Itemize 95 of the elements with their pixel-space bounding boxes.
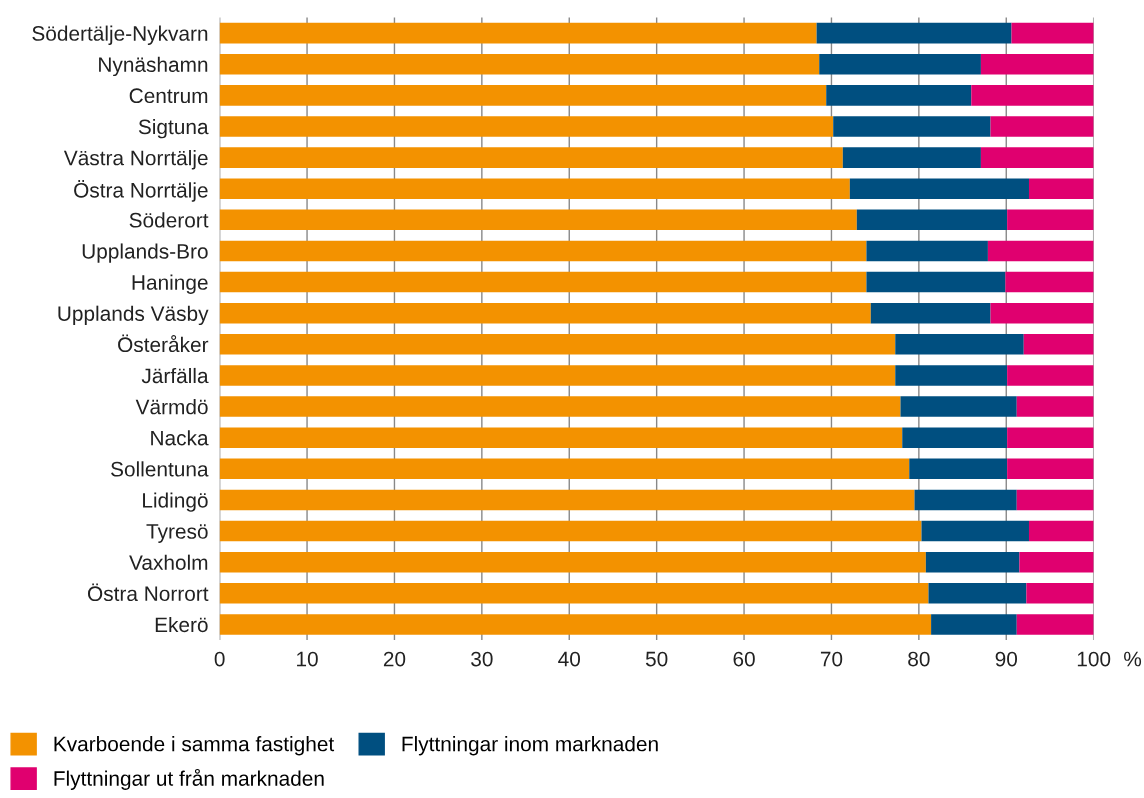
bar — [219, 147, 843, 168]
y-tick-label: Sigtuna — [138, 118, 209, 139]
y-tick-label: Österåker — [118, 334, 209, 353]
bar — [219, 489, 915, 511]
bar — [849, 178, 1029, 199]
y-tick-label: Nynäshamn — [99, 56, 208, 77]
x-tick-label: 10 — [297, 651, 318, 667]
bar — [219, 551, 926, 573]
y-tick-label: Södertälje-Nykvarn — [32, 25, 208, 45]
bar — [219, 302, 871, 324]
bar — [1016, 396, 1094, 417]
x-tick-label: 90 — [995, 651, 1018, 667]
bar — [1007, 365, 1094, 386]
y-tick-label: Ekerö — [155, 616, 208, 633]
bar — [1007, 209, 1094, 231]
bar — [1023, 334, 1094, 355]
bar — [219, 271, 867, 293]
y-tick-label: Värmdö — [135, 399, 208, 415]
bar — [900, 396, 1017, 417]
x-tick-label: 100 — [1077, 651, 1111, 667]
bar — [219, 178, 850, 199]
bar — [1019, 551, 1094, 573]
y-tick-label: Söderort — [129, 212, 209, 228]
y-tick-label: Centrum — [129, 88, 208, 104]
bar — [980, 147, 1094, 168]
bar — [219, 240, 867, 262]
y-tick-label: Tyresö — [146, 524, 208, 543]
bar — [1028, 178, 1094, 199]
bar — [895, 334, 1024, 355]
bar — [219, 614, 932, 635]
x-tick-label: 30 — [471, 651, 493, 667]
bar — [219, 209, 857, 231]
bar — [990, 302, 1094, 324]
x-tick-label: 80 — [908, 651, 930, 667]
bar — [219, 334, 896, 355]
bar — [219, 396, 901, 417]
bar — [219, 520, 922, 542]
bar — [987, 240, 1094, 262]
bar — [1028, 520, 1094, 542]
bar — [219, 53, 820, 75]
y-tick-label: Nacka — [151, 430, 209, 446]
bar — [219, 583, 929, 604]
bar — [971, 85, 1094, 106]
bar — [914, 489, 1017, 511]
bar — [856, 209, 1008, 231]
x-tick-label: 50 — [645, 651, 668, 667]
bar — [925, 551, 1020, 573]
bar — [902, 427, 1008, 448]
bar — [928, 583, 1027, 604]
bar — [219, 116, 834, 137]
x-tick-label: 40 — [558, 651, 581, 667]
legend-label: Kvarboende i samma fastighet — [54, 736, 335, 756]
bar — [931, 614, 1017, 635]
bar — [219, 427, 903, 448]
bar — [219, 85, 827, 106]
y-tick-label: Vaxholm — [129, 554, 208, 570]
x-tick-label: 70 — [820, 651, 843, 667]
y-tick-label: Järfälla — [141, 367, 209, 384]
bar — [219, 458, 910, 480]
y-tick-label: Upplands Väsby — [58, 305, 209, 326]
x-tick-label: 60 — [733, 651, 755, 667]
x-axis-title: % — [1124, 651, 1142, 667]
bar — [1007, 458, 1094, 480]
bar — [895, 365, 1008, 386]
bar — [826, 85, 972, 106]
bar — [909, 458, 1008, 480]
bar — [866, 240, 988, 262]
y-tick-label: Östra Norrtälje — [74, 180, 208, 202]
bar — [866, 271, 1006, 293]
bar — [816, 22, 1012, 44]
y-tick-label: Västra Norrtälje — [63, 150, 208, 170]
bar — [1005, 271, 1094, 293]
bar — [219, 365, 896, 386]
bar — [1026, 583, 1094, 604]
bar — [921, 520, 1029, 542]
x-tick-label: 0 — [214, 651, 225, 667]
bar — [1007, 427, 1094, 448]
bar — [833, 116, 991, 137]
y-tick-label: Östra Norrort — [87, 583, 209, 602]
y-tick-label: Haninge — [132, 274, 208, 294]
bar — [870, 302, 991, 324]
bar — [1016, 614, 1094, 635]
legend-label: Flyttningar inom marknaden — [402, 736, 658, 756]
bar — [819, 53, 981, 75]
y-tick-label: Upplands-Bro — [82, 243, 208, 263]
y-tick-label: Lidingö — [143, 492, 208, 512]
bar — [1011, 22, 1094, 44]
y-tick-label: Sollentuna — [111, 461, 209, 477]
bar — [842, 147, 981, 168]
x-tick-label: 20 — [383, 651, 406, 667]
bar — [219, 22, 817, 44]
legend-label: Flyttningar ut från marknaden — [54, 768, 324, 790]
bar — [980, 53, 1094, 75]
bar — [1016, 489, 1094, 511]
bar — [990, 116, 1094, 137]
